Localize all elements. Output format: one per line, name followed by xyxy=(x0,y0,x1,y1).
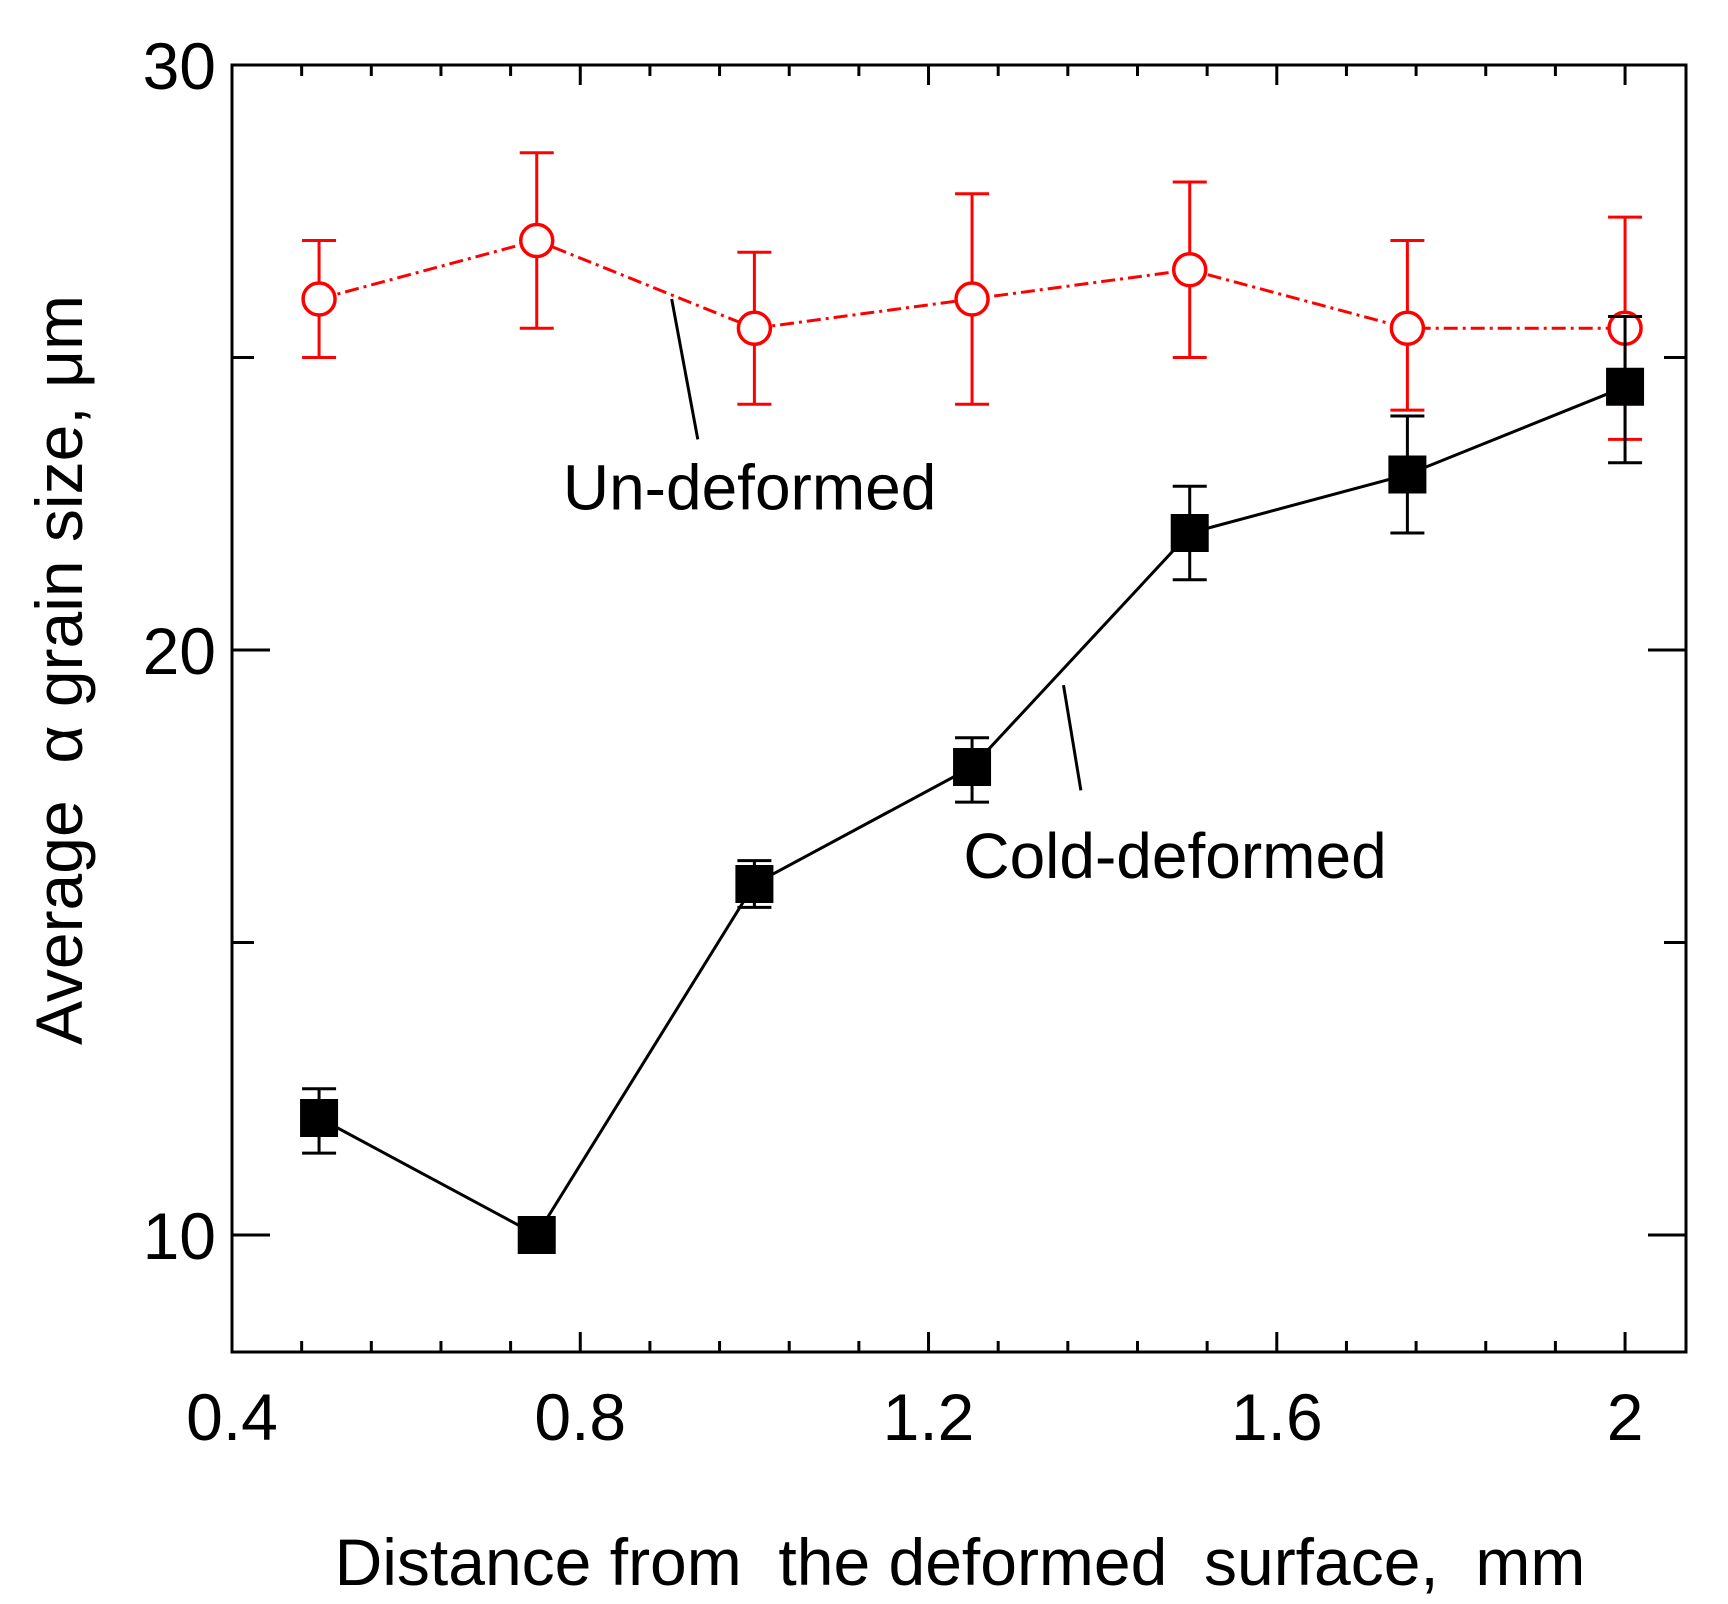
annotations: Un-deformed Cold-deformed xyxy=(563,298,1387,892)
un-deformed-point xyxy=(1171,252,1208,288)
un-deformed-point xyxy=(1389,310,1426,346)
un-deformed-point xyxy=(736,310,773,346)
un-deformed-point xyxy=(954,281,990,317)
x-axis: 0.4 0.8 1.2 1.6 2 xyxy=(186,65,1643,1454)
cold-deformed-annotation: Cold-deformed xyxy=(963,820,1386,892)
cold-deformed-point xyxy=(735,865,774,903)
y-tick-label: 20 xyxy=(143,614,216,688)
x-tick-label: 2 xyxy=(1607,1380,1644,1454)
un-deformed-point xyxy=(301,281,337,317)
cold-deformed-point xyxy=(1606,367,1645,406)
cold-deformed-leader-line xyxy=(1061,684,1083,791)
x-axis-label: Distance from the deformed surface, mm xyxy=(335,1525,1586,1599)
y-axis-label: Average α grain size, μm xyxy=(22,295,96,1045)
cold-deformed-point xyxy=(1170,514,1209,552)
cold-deformed-point xyxy=(300,1099,339,1137)
y-tick-label: 30 xyxy=(143,29,216,103)
x-tick-label: 1.2 xyxy=(883,1380,975,1454)
x-tick-label: 0.8 xyxy=(534,1380,626,1454)
un-deformed-annotation: Un-deformed xyxy=(563,452,937,524)
cold-deformed-point xyxy=(953,748,992,786)
plot-frame xyxy=(230,63,1688,1354)
cold-deformed-point xyxy=(517,1216,556,1254)
cold-deformed-point xyxy=(1388,455,1427,494)
cold-deformed-line xyxy=(318,385,1626,1237)
un-deformed-point xyxy=(518,222,555,259)
x-tick-label: 1.6 xyxy=(1231,1380,1323,1454)
data-series xyxy=(300,151,1645,1254)
un-deformed-leader-line xyxy=(670,298,700,440)
x-tick-label: 0.4 xyxy=(186,1380,278,1454)
y-tick-label: 10 xyxy=(143,1199,216,1273)
y-axis: 10 20 30 xyxy=(143,29,1686,1273)
